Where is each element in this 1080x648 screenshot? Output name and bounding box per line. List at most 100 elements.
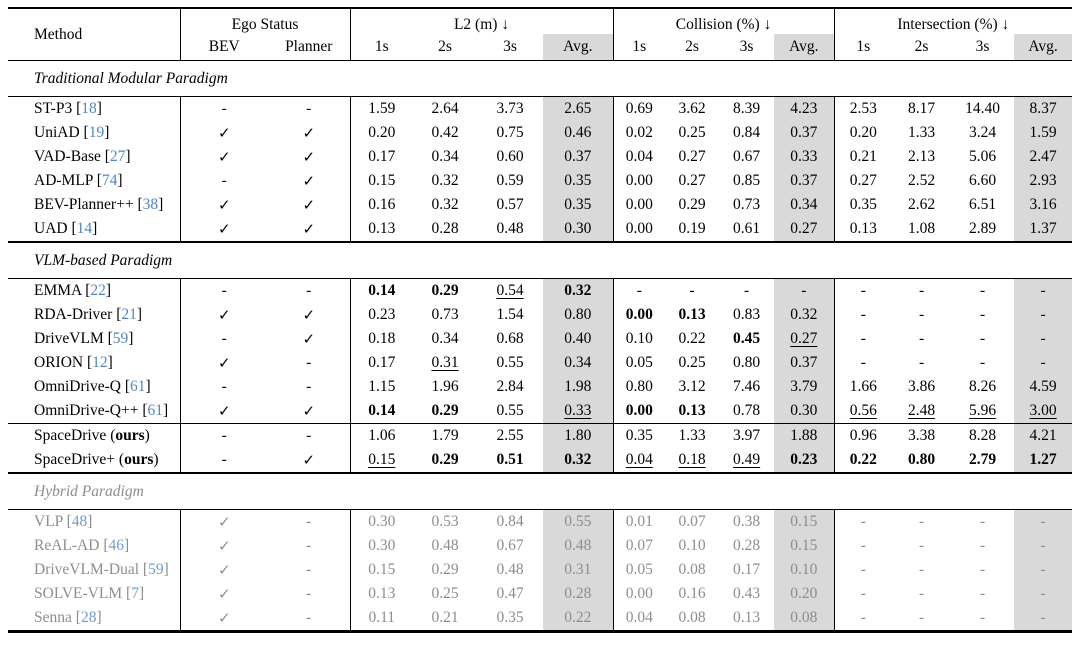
value-cell: 0.00 — [612, 193, 666, 217]
citation-link[interactable]: 59 — [112, 330, 129, 347]
check-icon: ✓ — [302, 173, 316, 190]
header-sub-row: BEV Planner 1s 2s 3s Avg. 1s 2s 3s Avg. … — [8, 34, 1073, 61]
dash-mark: - — [306, 427, 312, 444]
value-cell: - — [892, 327, 951, 351]
citation-link[interactable]: 48 — [71, 513, 88, 530]
value-cell: 0.67 — [477, 534, 543, 558]
metric-value: 0.14 — [368, 402, 396, 419]
value-cell: - — [1014, 278, 1073, 303]
planner-status-cell: ✓ — [268, 121, 350, 145]
value-cell: 0.10 — [774, 558, 835, 582]
metric-value: 0.25 — [678, 354, 706, 371]
metric-value: 8.28 — [969, 427, 997, 444]
metric-value: 0.00 — [625, 306, 653, 323]
value-cell: 2.79 — [951, 448, 1014, 473]
citation-link[interactable]: 28 — [80, 609, 97, 626]
metric-value: 0.20 — [790, 585, 818, 602]
l2-group-header: L2 (m) ↓ — [349, 8, 614, 34]
metric-value: 0.31 — [564, 561, 592, 578]
citation-link[interactable]: 12 — [92, 354, 108, 371]
metric-value: 0.10 — [790, 561, 818, 578]
value-cell: - — [892, 510, 951, 535]
citation-link[interactable]: 38 — [142, 196, 159, 213]
metric-value: 0.35 — [496, 609, 524, 626]
value-cell: 0.38 — [719, 510, 774, 535]
citation-link[interactable]: 61 — [130, 378, 146, 395]
metric-value: 8.26 — [969, 378, 997, 395]
citation-link[interactable]: 14 — [76, 220, 93, 237]
value-cell: 0.37 — [774, 169, 835, 193]
value-cell: 0.34 — [774, 193, 835, 217]
value-cell: - — [1014, 509, 1073, 534]
metric-value: 1.37 — [1029, 220, 1057, 237]
citation-link[interactable]: 22 — [90, 282, 106, 299]
citation-link[interactable]: 46 — [108, 537, 124, 554]
metric-value: 0.05 — [625, 354, 653, 371]
value-cell: 0.30 — [774, 399, 835, 424]
citation-link[interactable]: 7 — [131, 585, 139, 602]
citation-link[interactable]: 21 — [121, 306, 137, 323]
metric-value: 3.12 — [678, 378, 706, 395]
dash-mark: - — [306, 354, 312, 371]
value-cell: - — [612, 278, 666, 303]
value-cell: - — [1014, 327, 1073, 351]
value-cell: 2.84 — [477, 375, 543, 399]
value-cell: 0.19 — [665, 217, 719, 242]
value-cell: 0.07 — [665, 510, 719, 535]
metric-value: 1.15 — [368, 378, 396, 395]
value-cell: 1.98 — [543, 375, 614, 399]
metric-value: 0.18 — [368, 330, 396, 347]
citation-link[interactable]: 61 — [147, 402, 163, 419]
value-cell: 0.61 — [719, 217, 774, 242]
citation-link[interactable]: 19 — [88, 124, 105, 141]
method-cell: EMMA [22] — [34, 282, 112, 299]
value-cell: 1.06 — [349, 423, 413, 448]
value-cell: 3.12 — [665, 375, 719, 399]
metric-value: 6.51 — [969, 196, 997, 213]
citation-link[interactable]: 27 — [109, 148, 126, 165]
check-icon: ✓ — [302, 221, 316, 238]
metric-value: 0.28 — [732, 537, 761, 554]
metric-value: - — [1040, 330, 1046, 347]
metric-value: 1.33 — [908, 124, 936, 141]
method-cell: AD-MLP [74] — [34, 172, 123, 189]
citation-link[interactable]: 59 — [148, 561, 164, 578]
metric-value: 0.35 — [564, 196, 592, 213]
value-cell: 1.33 — [665, 423, 720, 448]
table-row: SOLVE-VLM [7] ✓ - 0.13 0.25 0.47 0.28 0.00 0.16 0… — [8, 582, 1073, 606]
value-cell: 3.73 — [477, 97, 543, 122]
value-cell: 3.24 — [951, 121, 1014, 145]
metric-value: 0.31 — [431, 354, 459, 371]
metric-value: 0.28 — [431, 220, 459, 237]
value-cell: 0.22 — [665, 327, 719, 351]
bev-status-cell: ✓ — [179, 606, 268, 632]
metric-value: 0.85 — [732, 172, 761, 189]
check-icon: ✓ — [217, 149, 231, 166]
metric-value: - — [1040, 306, 1046, 323]
metric-value: 0.22 — [678, 330, 706, 347]
value-cell: 0.80 — [892, 448, 951, 473]
citation-link[interactable]: 18 — [81, 100, 97, 117]
metric-value: 2.53 — [849, 100, 877, 117]
metric-value: 2.62 — [908, 196, 936, 213]
metric-value: - — [918, 537, 925, 554]
planner-column-header: Planner — [268, 34, 350, 61]
value-cell: - — [892, 558, 951, 582]
value-cell: 3.16 — [1014, 193, 1073, 217]
value-cell: 0.47 — [477, 582, 543, 606]
value-cell: 0.21 — [833, 145, 893, 169]
table-row: UAD [14] ✓ ✓ 0.13 0.28 0.48 0.30 0.00 0.19 0.61 0.… — [8, 217, 1073, 242]
metric-value: 2.52 — [908, 172, 936, 189]
value-cell: 0.00 — [612, 169, 666, 193]
metric-value: - — [636, 282, 642, 299]
planner-status-cell: ✓ — [268, 303, 350, 327]
table-row: BEV-Planner++ [38] ✓ ✓ 0.16 0.32 0.57 0.35 0.00… — [8, 193, 1073, 217]
metric-value: - — [918, 354, 925, 371]
method-cell: DriveVLM-Dual [59] — [34, 561, 169, 578]
value-cell: 0.46 — [543, 121, 614, 145]
intersection-avg-header: Avg. — [1014, 34, 1073, 61]
value-cell: 0.73 — [719, 193, 774, 217]
citation-link[interactable]: 74 — [101, 172, 118, 189]
method-cell: SpaceDrive+ (ours) — [34, 451, 159, 468]
value-cell: 0.27 — [774, 327, 835, 351]
